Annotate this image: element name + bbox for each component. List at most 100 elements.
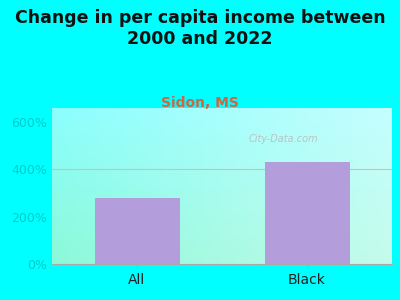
Bar	[52, 122, 392, 123]
Bar	[192, 108, 195, 264]
Bar	[52, 258, 392, 259]
Bar	[299, 108, 301, 264]
Bar	[52, 137, 392, 138]
Bar	[213, 108, 215, 264]
Bar	[52, 192, 392, 193]
Bar	[52, 110, 392, 111]
Bar	[52, 260, 392, 261]
Bar	[52, 213, 392, 214]
Bar	[242, 108, 245, 264]
Bar	[52, 219, 392, 220]
Bar	[195, 108, 197, 264]
Bar	[342, 108, 344, 264]
Bar	[347, 108, 349, 264]
Bar	[94, 198, 180, 264]
Bar	[52, 245, 392, 246]
Bar	[52, 182, 392, 183]
Bar	[52, 211, 392, 212]
Bar	[154, 108, 156, 264]
Bar	[365, 108, 367, 264]
Bar	[52, 230, 392, 231]
Bar	[52, 167, 392, 168]
Bar	[168, 108, 170, 264]
Bar	[77, 108, 79, 264]
Bar	[294, 108, 297, 264]
Bar	[351, 108, 354, 264]
Bar	[272, 108, 274, 264]
Bar	[301, 108, 304, 264]
Bar	[52, 186, 392, 187]
Bar	[84, 108, 86, 264]
Bar	[52, 183, 392, 184]
Bar	[52, 199, 392, 200]
Bar	[52, 200, 392, 201]
Bar	[109, 108, 111, 264]
Bar	[75, 108, 77, 264]
Bar	[52, 249, 392, 250]
Bar	[150, 108, 152, 264]
Bar	[52, 109, 392, 110]
Bar	[206, 108, 208, 264]
Bar	[52, 164, 392, 165]
Bar	[56, 108, 59, 264]
Bar	[52, 196, 392, 197]
Bar	[54, 108, 56, 264]
Text: City-Data.com: City-Data.com	[248, 134, 318, 144]
Bar	[197, 108, 199, 264]
Bar	[374, 108, 376, 264]
Bar	[376, 108, 378, 264]
Bar	[356, 108, 358, 264]
Bar	[317, 108, 320, 264]
Bar	[338, 108, 340, 264]
Bar	[215, 108, 218, 264]
Bar	[52, 218, 392, 219]
Bar	[52, 142, 392, 143]
Bar	[52, 169, 392, 170]
Bar	[354, 108, 356, 264]
Bar	[52, 128, 392, 129]
Bar	[52, 178, 392, 179]
Bar	[52, 191, 392, 192]
Bar	[52, 160, 392, 161]
Bar	[52, 188, 392, 189]
Bar	[349, 108, 351, 264]
Bar	[324, 108, 326, 264]
Bar	[52, 251, 392, 253]
Bar	[52, 184, 392, 185]
Bar	[188, 108, 190, 264]
Bar	[52, 195, 392, 196]
Bar	[233, 108, 236, 264]
Bar	[52, 170, 392, 171]
Bar	[52, 236, 392, 237]
Bar	[290, 108, 292, 264]
Bar	[88, 108, 90, 264]
Bar	[52, 246, 392, 247]
Bar	[68, 108, 70, 264]
Bar	[52, 235, 392, 236]
Bar	[113, 108, 116, 264]
Bar	[52, 146, 392, 148]
Bar	[238, 108, 240, 264]
Bar	[358, 108, 360, 264]
Bar	[52, 217, 392, 218]
Bar	[52, 261, 392, 262]
Bar	[220, 108, 222, 264]
Bar	[52, 165, 392, 166]
Bar	[52, 150, 392, 151]
Bar	[104, 108, 106, 264]
Bar	[52, 233, 392, 234]
Bar	[111, 108, 113, 264]
Bar	[52, 158, 392, 159]
Bar	[367, 108, 369, 264]
Bar	[52, 116, 392, 117]
Bar	[52, 163, 392, 164]
Bar	[52, 179, 392, 180]
Bar	[265, 108, 267, 264]
Bar	[326, 108, 328, 264]
Bar	[52, 215, 392, 216]
Bar	[100, 108, 102, 264]
Bar	[263, 108, 265, 264]
Bar	[52, 194, 392, 195]
Bar	[388, 108, 390, 264]
Bar	[267, 108, 270, 264]
